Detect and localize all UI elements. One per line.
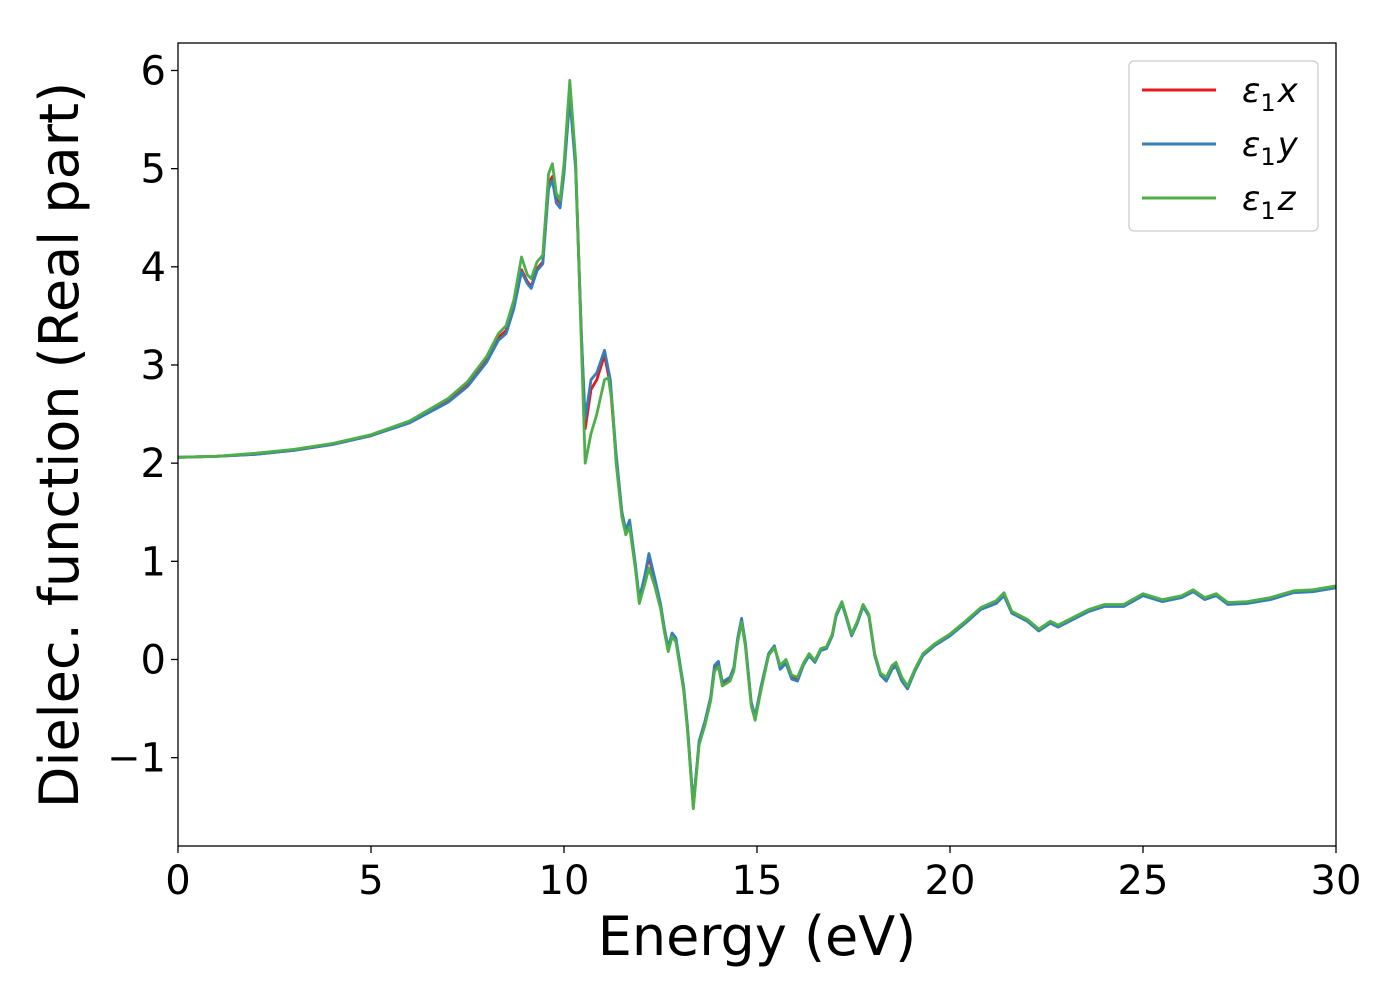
x-tick-label: 5 [358,858,383,904]
x-tick-label: 0 [165,858,190,904]
y-axis: −1 0 1 2 3 4 5 6 [107,48,178,782]
y-tick-label: 6 [141,48,166,94]
x-axis-label: Energy (eV) [598,905,917,968]
x-tick-label: 30 [1311,858,1362,904]
legend-label-y: ε1y [1242,125,1299,171]
y-tick-label: 1 [141,539,166,585]
y-tick-label: −1 [107,736,166,782]
y-tick-label: 5 [141,147,166,193]
legend: ε1x ε1y ε1z [1128,60,1319,232]
series-layer [178,78,1336,811]
x-tick-label: 25 [1118,858,1169,904]
x-tick-label: 10 [539,858,590,904]
y-axis-label: Dielec. function (Real part) [28,82,91,808]
y-tick-label: 2 [141,441,166,487]
x-axis: 0 5 10 15 20 25 30 [165,846,1361,904]
legend-label-x: ε1x [1242,71,1299,117]
y-tick-label: 3 [141,343,166,389]
y-tick-label: 0 [141,637,166,683]
legend-label-z: ε1z [1242,179,1297,225]
y-tick-label: 4 [141,245,166,291]
legend-box [1128,60,1319,232]
x-tick-label: 15 [732,858,783,904]
series-line-z [178,78,1336,811]
x-tick-label: 20 [925,858,976,904]
